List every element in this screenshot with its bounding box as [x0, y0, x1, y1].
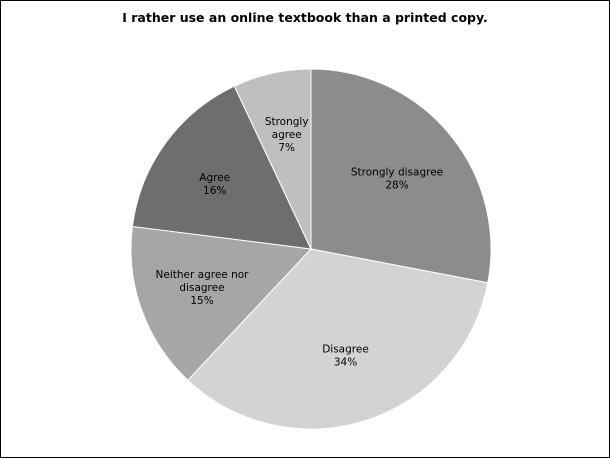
slice-label-agree: Agree 16% [199, 172, 230, 197]
pie-slices [130, 68, 492, 430]
slice-label-line: Strongly [265, 116, 309, 128]
slice-label-line: 34% [334, 357, 357, 369]
pie-slice-strongly-disagree [310, 68, 492, 284]
slice-label-strongly-disagree: Strongly disagree 28% [351, 166, 443, 191]
slice-label-line: Strongly disagree [351, 166, 443, 178]
slice-label-line: Agree [199, 172, 230, 184]
slice-label-line: disagree [179, 282, 224, 294]
slice-label-disagree: Disagree 34% [322, 344, 369, 369]
slice-label-strongly-agree: Strongly agree 7% [265, 116, 309, 154]
slice-label-line: 7% [278, 142, 295, 154]
slice-label-neither-agree-nor-disagree: Neither agree nor disagree 15% [156, 269, 250, 307]
slice-label-line: 16% [203, 185, 226, 197]
pie-slice-strongly-agree [233, 68, 312, 250]
slice-label-line: Neither agree nor [156, 269, 250, 281]
pie-slice-agree [131, 85, 312, 250]
pie-labels: Strongly disagree 28%Disagree 34%Neither a… [156, 116, 444, 369]
pie-slice-neither-agree-nor-disagree [130, 225, 313, 381]
pie-slice-disagree [187, 248, 489, 430]
slice-label-line: 15% [190, 295, 213, 307]
slice-label-line: 28% [385, 179, 408, 191]
chart-title: I rather use an online textbook than a p… [122, 10, 488, 25]
slice-label-line: Disagree [322, 344, 369, 356]
slice-label-line: agree [272, 129, 302, 141]
